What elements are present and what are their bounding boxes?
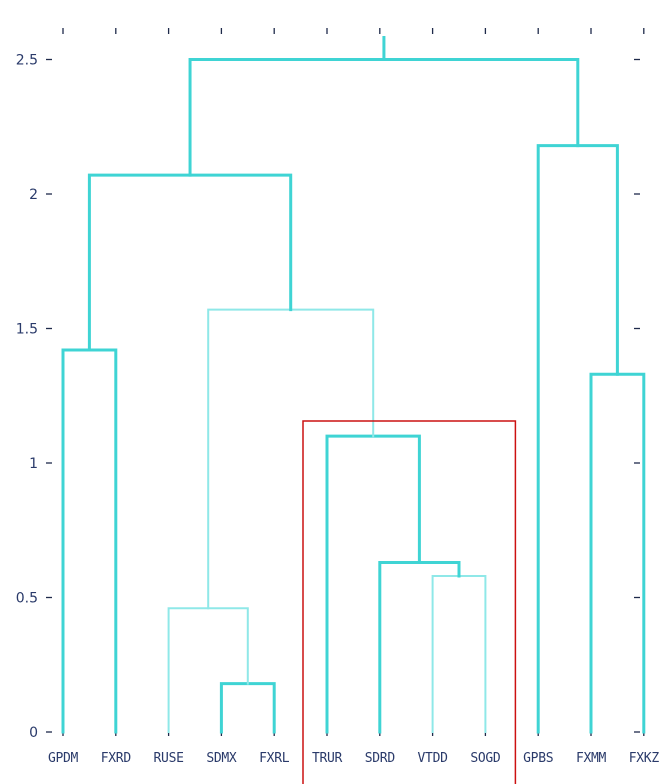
highlight-box: [302, 420, 517, 784]
dendrogram-link: [536, 144, 619, 734]
dendrogram-link: [378, 561, 461, 734]
leaf-label: GPDM: [48, 751, 79, 766]
dendrogram-link: [87, 173, 293, 352]
leaf-label: FXRL: [259, 751, 290, 766]
dendrogram-link: [589, 372, 646, 734]
dendrogram-link: [431, 574, 487, 733]
leaf-label: SOGD: [470, 751, 501, 766]
leaf-label: FXKZ: [629, 751, 660, 766]
axes: 0 0.5 1 1.5 2 2.5: [16, 28, 645, 741]
dendrogram-link: [325, 434, 421, 734]
dendrogram-link: [207, 308, 375, 610]
leaf-label: GPBS: [523, 751, 553, 766]
y-tick-label: 2.5: [16, 53, 38, 69]
y-tick-label: 2: [29, 187, 38, 203]
y-tick-label: 0: [29, 725, 38, 741]
leaf-label: TRUR: [312, 751, 343, 766]
dendrogram-link: [219, 682, 276, 734]
dendrogram-links: [61, 36, 646, 734]
y-tick-label: 0.5: [16, 591, 38, 607]
leaf-label: SDRD: [365, 751, 396, 766]
y-tick-label: 1.5: [16, 322, 38, 338]
leaf-label: FXMM: [576, 751, 607, 766]
leaf-label: FXRD: [101, 751, 132, 766]
leaf-label: RUSE: [154, 751, 184, 766]
leaf-labels: GPDM FXRD RUSE SDMX FXRL TRUR SDRD VTDD SOGD GPBS…: [48, 751, 660, 766]
leaf-label: SDMX: [206, 751, 237, 766]
dendrogram-link: [188, 58, 580, 177]
y-tick-label: 1: [29, 456, 38, 472]
dendrogram-link: [167, 607, 249, 733]
highlight-box-group: [302, 420, 517, 784]
leaf-label: VTDD: [418, 751, 449, 766]
dendrogram-link: [61, 348, 118, 734]
